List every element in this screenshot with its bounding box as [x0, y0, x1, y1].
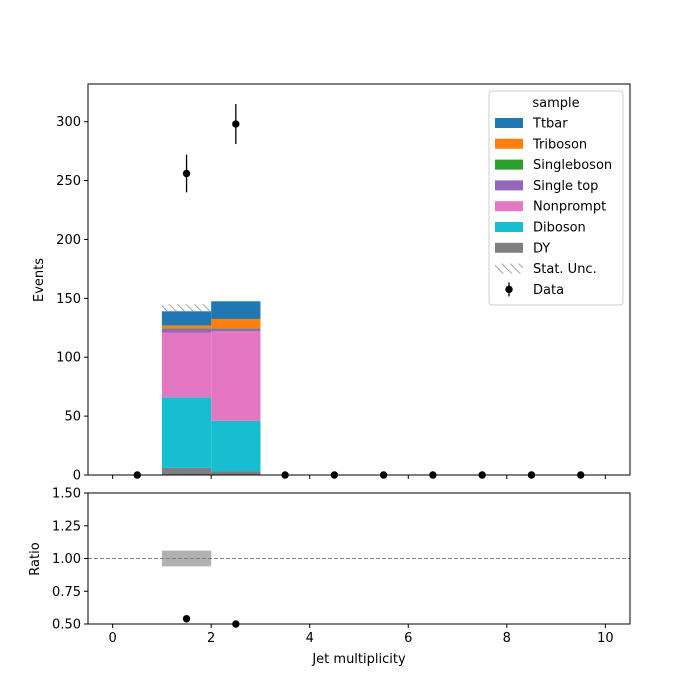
- legend-title: sample: [532, 96, 579, 111]
- y-tick-label: 50: [64, 410, 81, 425]
- legend-swatch: [495, 180, 523, 191]
- legend-label: Single top: [533, 179, 598, 194]
- ratio-x-ticks: 0 2 4 6 8 10: [108, 624, 614, 646]
- y-tick-label: 150: [56, 292, 81, 307]
- bar-triboson-bin-1: [161, 325, 212, 329]
- legend-label: Singleboson: [533, 158, 612, 173]
- legend-swatch: [495, 138, 523, 149]
- ratio-y-axis-label: Ratio: [28, 542, 43, 575]
- y-tick-label: 0.50: [52, 618, 81, 633]
- legend-label: DY: [533, 241, 550, 256]
- y-tick-label: 100: [56, 351, 81, 366]
- x-tick-label: 10: [597, 631, 614, 646]
- top-panel-frame: [87, 83, 631, 476]
- bar-nonprompt-bin-2: [211, 331, 261, 421]
- bar-ttbar-bin-1: [161, 311, 212, 326]
- y-tick-label: 1.50: [52, 487, 81, 502]
- x-axis-label: Jet multiplicity: [311, 652, 406, 667]
- legend-swatch: [495, 118, 523, 128]
- ratio-point: [182, 615, 191, 623]
- legend-item-nonprompt: Nonprompt: [495, 200, 606, 215]
- x-tick-label: 6: [404, 631, 412, 646]
- y-tick-label: 0: [73, 469, 81, 484]
- legend-item-diboson: Diboson: [495, 221, 586, 236]
- legend-label: Diboson: [533, 221, 586, 236]
- x-tick-label: 8: [503, 631, 511, 646]
- data-point: [182, 169, 191, 178]
- legend-item-single-top: Single top: [495, 179, 598, 194]
- y-tick-label: 0.75: [52, 585, 81, 600]
- legend-swatch-hatch: [495, 263, 523, 274]
- bar-triboson-bin-2: [211, 318, 261, 329]
- bar-single-top-bin-2: [211, 328, 261, 332]
- y-tick-label: 1.25: [52, 519, 81, 534]
- bar-single-top-bin-1: [161, 328, 212, 333]
- legend-item-stat-unc-: Stat. Unc.: [495, 262, 597, 277]
- legend-item-dy: DY: [495, 241, 550, 256]
- x-tick-label: 4: [306, 631, 314, 646]
- y-tick-label: 300: [56, 115, 81, 130]
- legend-item-data: Data: [505, 282, 564, 298]
- legend-swatch: [495, 159, 523, 170]
- ratio-y-ticks: 0.50 0.75 1.00 1.25 1.50: [52, 487, 88, 633]
- x-tick-label: 0: [108, 631, 116, 646]
- y-tick-label: 200: [56, 233, 81, 248]
- stat-unc-bin-0: [161, 304, 212, 312]
- stat-unc-band: [161, 304, 212, 312]
- x-tick-label: 2: [207, 631, 215, 646]
- top-y-axis-label: Events: [32, 258, 47, 302]
- legend-marker: [505, 285, 513, 294]
- top-x-ticks: [112, 475, 606, 479]
- bar-ttbar-bin-2: [211, 301, 261, 319]
- top-y-ticks: 0 50 100 150 200 250 300: [56, 115, 88, 484]
- legend-label: Nonprompt: [533, 200, 606, 215]
- bar-nonprompt-bin-1: [161, 332, 212, 398]
- legend-swatch: [495, 242, 523, 253]
- data-point: [232, 120, 240, 128]
- bar-dy-bin-2: [211, 471, 261, 475]
- y-tick-label: 1.00: [52, 552, 81, 567]
- bar-singleboson-bin-1: [161, 328, 212, 329]
- bar-diboson-bin-1: [161, 397, 212, 468]
- legend-item-singleboson: Singleboson: [495, 158, 612, 173]
- legend-item-ttbar: Ttbar: [495, 117, 568, 132]
- legend-item-triboson: Triboson: [495, 137, 587, 152]
- legend-label: Data: [533, 283, 564, 298]
- legend: sample Ttbar Triboson Singleboson Single to…: [488, 90, 624, 306]
- legend-label: Ttbar: [532, 117, 568, 132]
- legend-label: Triboson: [532, 137, 587, 152]
- legend-label: Stat. Unc.: [533, 262, 597, 277]
- stacked-bars: [161, 301, 261, 475]
- legend-swatch: [495, 222, 523, 232]
- legend-swatch: [495, 201, 523, 212]
- bar-dy-bin-1: [161, 467, 212, 475]
- y-tick-label: 250: [56, 174, 81, 189]
- bar-diboson-bin-2: [211, 420, 261, 472]
- bar-singleboson-bin-2: [211, 328, 261, 329]
